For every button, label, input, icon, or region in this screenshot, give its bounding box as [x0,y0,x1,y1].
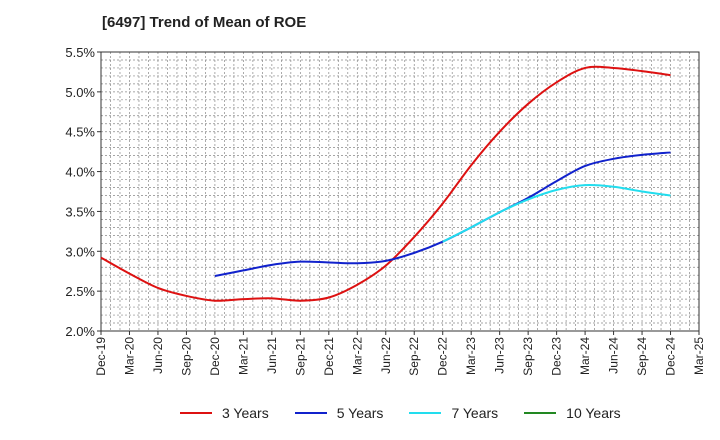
series-line-7-years [442,183,671,243]
x-tick-label: Jun-21 [265,337,279,374]
legend-item-5-years: 5 Years [294,405,384,421]
x-tick-label: Dec-23 [550,337,564,376]
plot-area [101,52,699,331]
y-tick-label: 2.0% [65,324,95,339]
x-tick-label: Jun-22 [379,337,393,374]
x-tick-label: Jun-23 [493,337,507,374]
legend-item-10-years: 10 Years [524,405,621,421]
x-tick-label: Mar-23 [464,337,478,375]
y-tick-label: 3.0% [65,244,95,259]
x-tick-label: Mar-21 [236,337,250,375]
y-tick-label: 3.5% [65,204,95,219]
x-tick-label: Sep-21 [293,337,307,376]
x-tick-label: Dec-24 [664,337,678,376]
legend-swatch [180,412,212,414]
y-tick-label: 5.0% [65,85,95,100]
x-tick-label: Dec-20 [208,337,222,376]
x-tick-label: Sep-24 [635,337,649,376]
legend-swatch [409,412,442,414]
y-tick-label: 5.5% [65,45,95,60]
series-line-3-years [100,65,671,302]
x-tick-label: Dec-22 [436,337,450,376]
y-tick-label: 4.5% [65,125,95,140]
x-tick-label: Jun-20 [151,337,165,374]
legend-label: 10 Years [566,405,621,421]
x-tick-label: Sep-23 [521,337,535,376]
x-tick-label: Sep-22 [407,337,421,376]
x-tick-label: Mar-20 [122,337,136,375]
legend-item-3-years: 3 Years [180,405,269,421]
legend-label: 7 Years [451,405,499,421]
x-tick-label: Mar-25 [692,337,706,375]
x-tick-label: Dec-19 [94,337,108,376]
plot-frame [100,51,700,332]
legend-item-7-years: 7 Years [409,405,498,421]
series-line-5-years [214,151,671,277]
legend-label: 3 Years [222,405,269,421]
legend: 3 Years 5 Years 7 Years 10 Years [180,405,647,421]
legend-swatch [524,412,557,414]
x-tick-label: Dec-21 [322,337,336,376]
x-tick-label: Sep-20 [179,337,193,376]
x-tick-label: Jun-24 [607,337,621,374]
legend-swatch [294,412,327,414]
x-tick-label: Mar-22 [350,337,364,375]
legend-label: 5 Years [336,405,384,421]
y-tick-label: 2.5% [65,284,95,299]
chart-title: [6497] Trend of Mean of ROE [102,14,307,31]
x-tick-label: Mar-24 [578,337,592,375]
y-tick-label: 4.0% [65,165,95,180]
